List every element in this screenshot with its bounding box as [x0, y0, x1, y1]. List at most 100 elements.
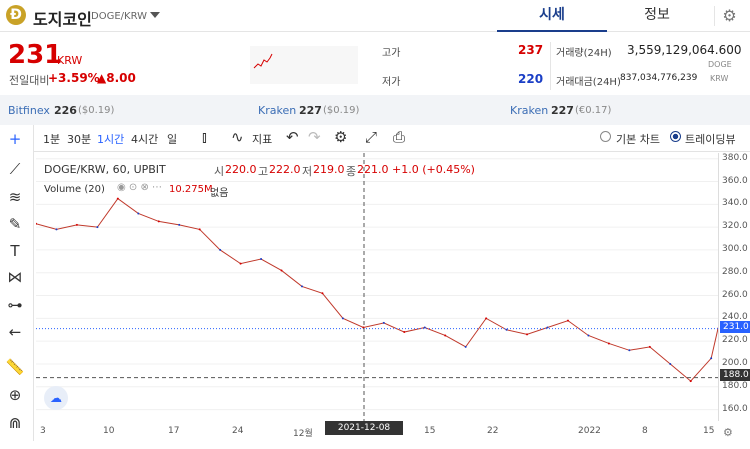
price-point — [382, 321, 385, 324]
chart-symbol[interactable]: DOGE/KRW, 60, UPBIT — [44, 163, 166, 176]
crosshair-time-tag: 2021-12-08 08:00 — [325, 421, 403, 447]
price-point — [526, 333, 529, 336]
tradingview-radio[interactable] — [670, 131, 681, 142]
interval-day[interactable]: 일 — [167, 133, 178, 146]
y-tick-label: 320.0 — [722, 221, 748, 232]
price-point — [607, 342, 610, 345]
price-point — [423, 326, 426, 329]
volume-legend[interactable]: Volume (20) — [44, 184, 105, 195]
interval-30m[interactable]: 30분 — [67, 133, 92, 146]
axis-gear-icon[interactable]: ⚙ — [723, 426, 733, 439]
back-arrow-icon[interactable]: ← — [8, 323, 22, 341]
ruler-icon[interactable]: 📏 — [5, 358, 25, 376]
text-tool-icon[interactable]: T — [10, 242, 20, 260]
header-bar — [0, 0, 750, 32]
price-point — [36, 222, 37, 225]
low-value-legend: 219.0 — [313, 163, 345, 176]
magnet-icon[interactable]: ⋒ — [8, 414, 22, 432]
exchange-name[interactable]: Kraken — [510, 104, 549, 117]
price-point — [300, 285, 303, 288]
price-point — [587, 334, 590, 337]
y-tick-label: 280.0 — [722, 266, 748, 277]
current-price: 231 — [8, 40, 63, 70]
volume-extra: 없음 — [210, 188, 229, 199]
exchange-price: 226 — [54, 104, 77, 117]
sparkline — [250, 46, 358, 84]
interval-1h[interactable]: 1시간 — [97, 133, 125, 146]
brush-icon[interactable]: ✎ — [8, 215, 22, 233]
undo-icon[interactable]: ↶ — [286, 128, 299, 146]
x-tick-label: 17 — [168, 426, 180, 436]
redo-icon[interactable]: ↷ — [308, 128, 321, 146]
zoom-icon[interactable]: ⊕ — [8, 386, 22, 404]
interval-4h[interactable]: 4시간 — [131, 133, 159, 146]
y-tick-label: 260.0 — [722, 289, 748, 300]
indicator-icon[interactable]: ∿ — [231, 128, 244, 146]
x-tick-label: 8 — [642, 426, 648, 436]
x-tick-label: 10 — [103, 426, 115, 436]
close-value-legend: 221.0 — [357, 163, 389, 176]
exchange-price: 227 — [299, 104, 322, 117]
price-point — [137, 212, 140, 215]
price-point — [116, 197, 119, 200]
basic-chart-radio[interactable] — [600, 131, 611, 142]
price-point — [444, 334, 447, 337]
fullscreen-icon[interactable]: ⤢ — [365, 128, 378, 146]
y-tick-label: 240.0 — [722, 312, 748, 323]
price-point — [157, 220, 160, 223]
legend-controls-icon[interactable]: ◉ ⊙ ⊗ ⋯ — [117, 182, 163, 193]
x-tick-label: 2022 — [578, 426, 601, 436]
exchange-name[interactable]: Kraken — [258, 104, 297, 117]
open-value: 220.0 — [225, 163, 257, 176]
tab-price[interactable]: 시세 — [497, 0, 607, 32]
price-point — [403, 331, 406, 334]
drawing-toolbar — [0, 125, 34, 441]
y-tick-label: 380.0 — [722, 152, 748, 163]
volume-value: 3,559,129,064.600 — [627, 43, 742, 57]
exchange-name[interactable]: Bitfinex — [8, 104, 50, 117]
pattern-icon[interactable]: ⋈ — [7, 268, 23, 286]
interval-1m[interactable]: 1분 — [43, 133, 61, 146]
trendline-icon[interactable]: ⟋ — [9, 160, 21, 178]
price-point — [55, 228, 58, 231]
amount-value: 837,034,776,239 — [620, 73, 698, 83]
price-point — [464, 345, 467, 348]
gear-icon[interactable]: ⚙ — [714, 6, 744, 26]
chevron-down-icon[interactable] — [150, 12, 160, 18]
high-label: 고가 — [382, 48, 401, 59]
current-price-tag: 231.0 — [720, 321, 750, 333]
measure-icon[interactable]: ⊶ — [7, 296, 23, 314]
price-point — [96, 226, 99, 229]
price-series-line — [36, 197, 718, 382]
x-tick-label: 24 — [232, 426, 244, 436]
candle-type-icon[interactable]: ⫾ — [202, 128, 207, 146]
settings-icon[interactable]: ⚙ — [334, 128, 348, 146]
price-point — [648, 345, 651, 348]
price-chart[interactable] — [36, 153, 718, 421]
price-axis[interactable] — [718, 153, 750, 421]
y-tick-label: 300.0 — [722, 243, 748, 254]
price-point — [689, 380, 692, 383]
tab-info[interactable]: 정보 — [644, 7, 670, 23]
low-value: 220 — [518, 72, 544, 86]
price-point — [260, 258, 263, 261]
x-tick-label: 12월 — [293, 429, 313, 439]
fib-icon[interactable]: ≋ — [8, 188, 22, 206]
amount-label: 거래대금(24H) — [556, 77, 621, 88]
tradingview-label[interactable]: 트레이딩뷰 — [685, 133, 736, 146]
camera-icon[interactable]: ⎙ — [393, 128, 406, 146]
basic-chart-label[interactable]: 기본 차트 — [616, 133, 660, 146]
exchange-sub: ($0.19) — [323, 105, 360, 116]
y-tick-label: 360.0 — [722, 175, 748, 186]
change-label: 전일대비 — [9, 74, 50, 87]
crosshair-icon[interactable]: + — [8, 130, 22, 148]
volume-label: 거래량(24H) — [556, 48, 612, 59]
indicator-button[interactable]: 지표 — [252, 133, 273, 146]
divider — [550, 42, 551, 90]
tradingview-logo-icon[interactable]: ☁ — [44, 386, 68, 410]
price-point — [710, 357, 713, 360]
exchange-sub: (€0.17) — [575, 105, 612, 116]
price-point — [566, 319, 569, 322]
close-label-legend: 종 — [346, 165, 357, 178]
high-value: 237 — [518, 43, 544, 57]
